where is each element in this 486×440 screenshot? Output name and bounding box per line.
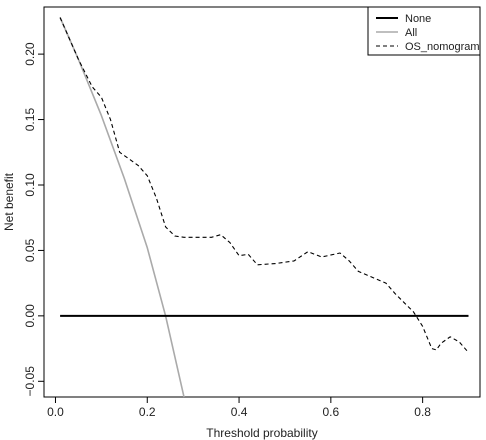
x-tick-label: 0.8 [414, 405, 431, 419]
y-tick-label: 0.00 [23, 304, 37, 328]
x-tick-label: 0.2 [139, 405, 156, 419]
y-axis: −0.05 0.00 0.05 0.10 0.15 0.20 [23, 42, 44, 396]
y-tick-label: −0.05 [23, 366, 37, 397]
y-tick-label: 0.10 [23, 173, 37, 197]
legend: None All OS_nomogram [367, 6, 481, 56]
y-tick-label: 0.20 [23, 42, 37, 66]
plot-frame [43, 6, 481, 398]
x-axis-label: Threshold probability [206, 426, 317, 440]
x-tick-label: 0.0 [47, 405, 64, 419]
series-line-os-nomogram [59, 17, 469, 353]
legend-label: All [405, 27, 417, 39]
y-tick-label: 0.05 [23, 238, 37, 262]
y-axis-label: Net benefit [2, 172, 16, 231]
series-layer [59, 17, 469, 398]
legend-box [367, 6, 481, 56]
legend-label: None [405, 13, 431, 25]
legend-label: OS_nomogram [405, 41, 480, 53]
x-tick-label: 0.4 [231, 405, 248, 419]
y-tick-label: 0.15 [23, 108, 37, 132]
x-tick-label: 0.6 [322, 405, 339, 419]
series-line-all [59, 17, 185, 398]
x-axis: 0.0 0.2 0.4 0.6 0.8 [47, 397, 431, 419]
